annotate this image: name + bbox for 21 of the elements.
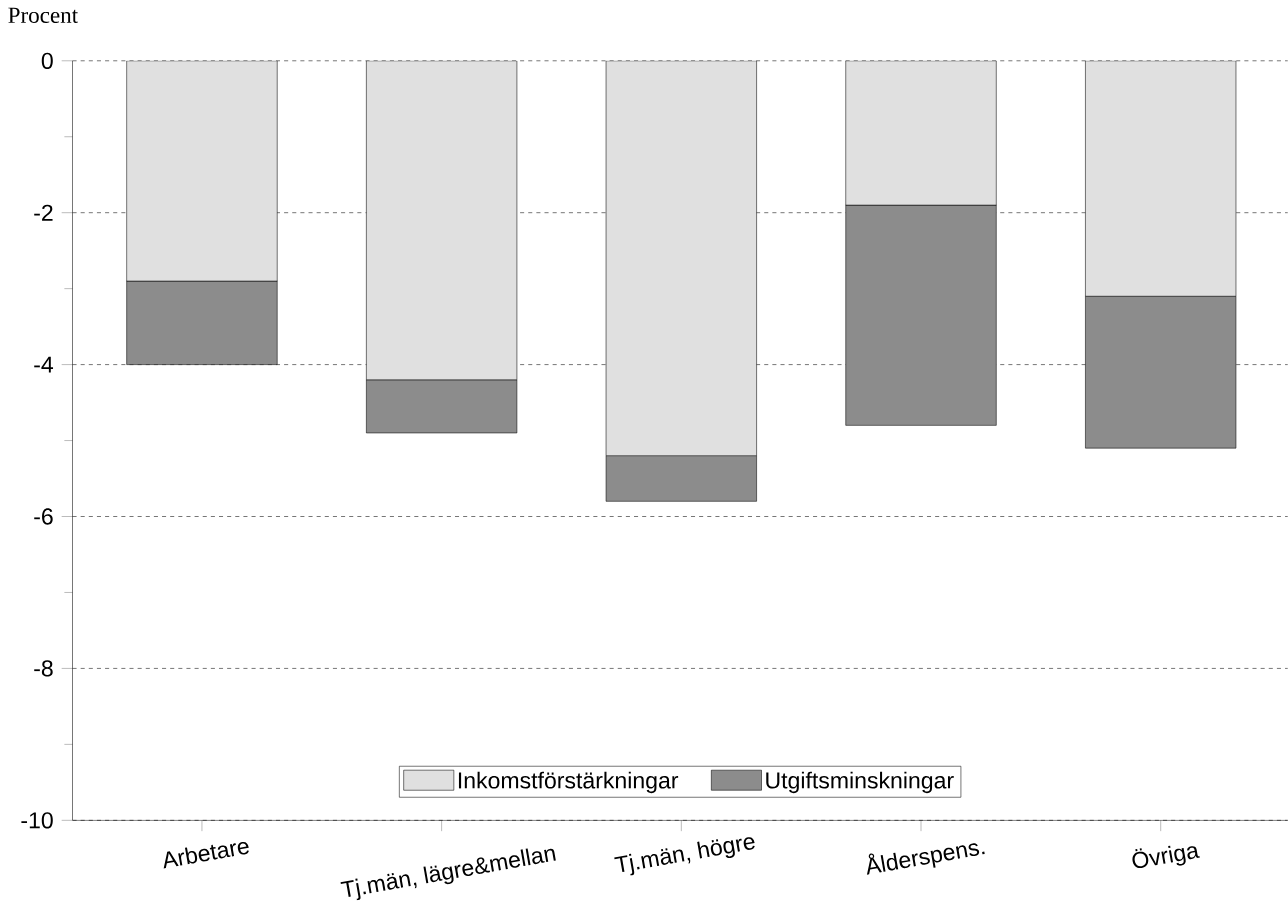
x-tick-label: Tj.män, högre	[614, 837, 755, 876]
legend-label: Inkomstförstärkningar	[458, 771, 679, 794]
x-tick-label: Övriga	[1132, 845, 1200, 869]
x-tick-label: Ålderspens.	[866, 843, 985, 875]
y-axis-title: Procent	[8, 7, 78, 24]
bar	[605, 61, 757, 457]
y-tick-label: -4	[34, 356, 54, 373]
y-tick-label: -2	[34, 204, 53, 221]
y-tick-label: -6	[34, 508, 53, 525]
legend-label: Utgiftsminskningar	[766, 771, 954, 794]
x-tick-label: Arbetare	[163, 842, 249, 869]
bar	[1085, 61, 1237, 297]
x-tick-label: Tj.män, lägre&mellan	[340, 848, 556, 901]
y-tick-label: -8	[34, 660, 53, 677]
y-tick-label: -10	[21, 812, 53, 829]
y-tick-label: 0	[41, 52, 53, 70]
bar	[845, 61, 997, 206]
bar	[845, 205, 997, 426]
bar	[126, 61, 278, 282]
bar	[366, 379, 518, 434]
bar	[366, 61, 518, 381]
